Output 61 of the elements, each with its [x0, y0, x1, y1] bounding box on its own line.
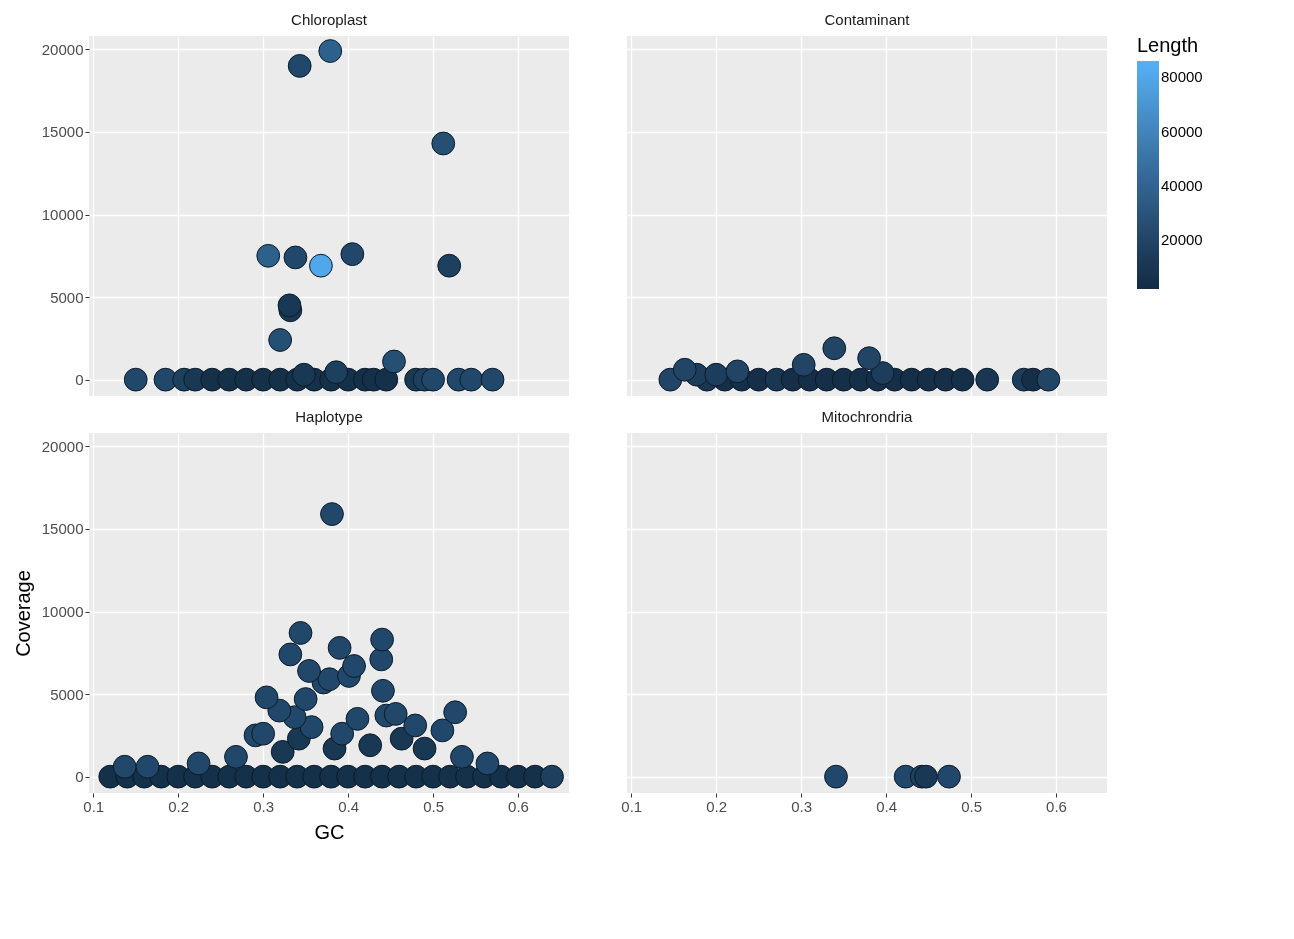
- point: [374, 367, 399, 392]
- color-bar-label: 20000: [1161, 231, 1203, 249]
- point: [870, 361, 895, 385]
- x-tick-label: 0.4: [338, 797, 360, 815]
- x-tick-label: 0.1: [83, 797, 105, 815]
- x-tick-label: 0.5: [423, 797, 444, 815]
- y-tick-label: 10000: [41, 603, 84, 621]
- color-bar-title: Length: [1137, 34, 1199, 56]
- color-bar-label: 80000: [1161, 68, 1203, 86]
- x-tick-label: 0.6: [508, 797, 529, 815]
- x-tick-label: 0.2: [706, 797, 728, 815]
- point: [123, 367, 148, 392]
- x-tick-label: 0.3: [253, 797, 275, 815]
- x-tick-label: 0.6: [1046, 797, 1067, 815]
- point: [459, 367, 484, 392]
- point: [277, 293, 302, 318]
- point: [318, 39, 343, 63]
- point: [1036, 367, 1061, 392]
- x-tick-label: 0.2: [168, 797, 190, 815]
- y-tick-label: 15000: [41, 520, 84, 538]
- color-bar-label: 40000: [1161, 176, 1203, 194]
- chart-title: Chloroplast: [291, 11, 368, 28]
- point: [287, 54, 312, 78]
- y-axis-title: Coverage: [11, 570, 34, 657]
- chart-title: Contaminant: [824, 11, 911, 28]
- point: [309, 253, 333, 278]
- point: [256, 243, 281, 268]
- chart-title: Haplotype: [295, 408, 363, 425]
- color-bar-label: 60000: [1161, 122, 1203, 140]
- point: [822, 336, 847, 361]
- x-tick-label: 0.4: [876, 797, 898, 815]
- point: [975, 367, 1000, 392]
- point: [382, 349, 406, 374]
- y-tick-label: 10000: [41, 206, 84, 224]
- y-tick-label: 20000: [41, 40, 84, 58]
- y-tick-label: 5000: [50, 685, 84, 703]
- point: [340, 242, 365, 267]
- x-tick-label: 0.3: [791, 797, 813, 815]
- point: [292, 362, 316, 387]
- point: [857, 346, 882, 371]
- chart-title: Mitochrondria: [821, 408, 914, 425]
- y-tick-label: 5000: [50, 288, 84, 306]
- point: [268, 328, 293, 352]
- x-tick-label: 0.5: [961, 797, 982, 815]
- point: [725, 359, 750, 384]
- point: [950, 367, 975, 392]
- point: [431, 131, 456, 156]
- x-axis-title: GC: [314, 820, 345, 843]
- y-tick-label: 0: [75, 768, 84, 786]
- point: [704, 362, 729, 387]
- point: [480, 367, 505, 392]
- x-tick-label: 0.1: [621, 797, 643, 815]
- y-tick-label: 0: [75, 371, 84, 389]
- point: [791, 352, 816, 377]
- point: [324, 360, 349, 385]
- point: [283, 245, 308, 270]
- y-tick-label: 15000: [41, 123, 84, 141]
- point: [672, 357, 697, 382]
- point: [437, 253, 462, 278]
- point: [421, 367, 445, 392]
- y-tick-label: 20000: [41, 437, 84, 455]
